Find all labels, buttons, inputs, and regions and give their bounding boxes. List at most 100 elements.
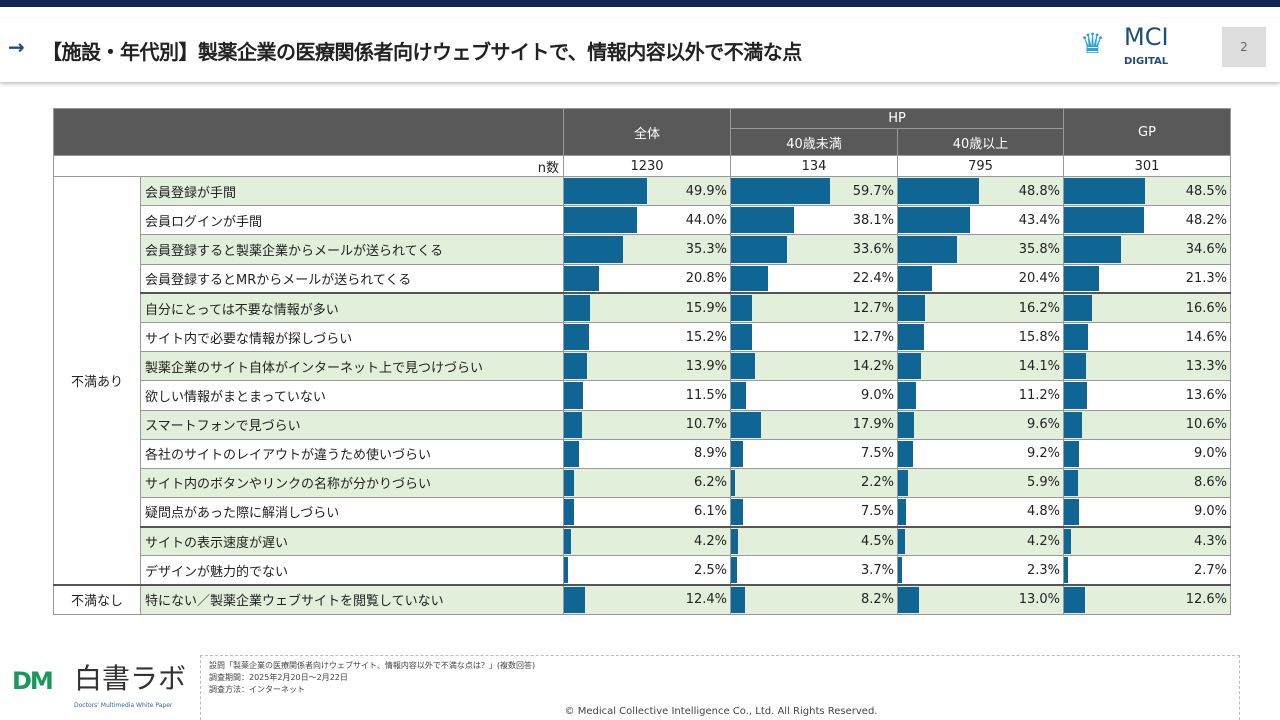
table-row: 会員登録するとMRからメールが送られてくる 20.8% 22.4% 20.4% 21.3… bbox=[54, 263, 1231, 294]
value-cell: 17.9% bbox=[730, 409, 898, 440]
survey-notes: 設問「製薬企業の医療関係者向けウェブサイト、情報内容以外で不満な点は？」(複数回… bbox=[200, 655, 1240, 720]
value-bar bbox=[731, 265, 769, 292]
col-hp: HP bbox=[730, 108, 1064, 129]
value-bar bbox=[564, 265, 599, 292]
value-bar bbox=[564, 382, 584, 409]
value-cell: 2.2% bbox=[730, 467, 898, 499]
value-bar bbox=[898, 236, 958, 263]
col-hp-40plus: 40歳以上 bbox=[897, 128, 1064, 156]
value-cell: 33.6% bbox=[730, 234, 898, 265]
value-label: 22.4% bbox=[852, 270, 894, 286]
value-label: 9.0% bbox=[1193, 504, 1227, 520]
item-label: 各社のサイトのレイアウトが違うため使いづらい bbox=[140, 438, 564, 469]
value-label: 4.2% bbox=[1026, 534, 1060, 550]
value-cell: 9.2% bbox=[897, 438, 1064, 469]
value-bar bbox=[564, 587, 585, 613]
value-bar bbox=[731, 528, 739, 555]
arrow-right-icon: → bbox=[8, 35, 25, 59]
note-question: 設問「製薬企業の医療関係者向けウェブサイト、情報内容以外で不満な点は？」(複数回… bbox=[209, 661, 536, 670]
value-bar bbox=[1064, 207, 1144, 234]
value-cell: 16.6% bbox=[1063, 292, 1231, 323]
value-label: 43.4% bbox=[1018, 212, 1060, 228]
value-bar bbox=[1064, 178, 1145, 205]
value-cell: 14.1% bbox=[897, 351, 1064, 382]
value-bar bbox=[1064, 469, 1079, 497]
value-bar bbox=[1064, 382, 1087, 409]
value-label: 33.6% bbox=[852, 241, 894, 257]
table-row: 疑問点があった際に解消しづらい 6.1% 7.5% 4.8% 9.0% bbox=[54, 497, 1231, 528]
value-cell: 6.1% bbox=[563, 497, 731, 528]
item-label: 自分にとっては不要な情報が多い bbox=[140, 292, 564, 323]
table-row: 会員登録すると製薬企業からメールが送られてくる 35.3% 33.6% 35.8% 34… bbox=[54, 234, 1231, 265]
value-cell: 14.2% bbox=[730, 351, 898, 382]
value-bar bbox=[1064, 353, 1087, 380]
value-bar bbox=[564, 353, 588, 380]
note-method: 調査方法：インターネット bbox=[209, 685, 305, 694]
value-cell: 9.6% bbox=[897, 409, 1064, 440]
col-all: 全体 bbox=[563, 108, 731, 156]
value-bar bbox=[564, 178, 647, 205]
value-cell: 38.1% bbox=[730, 205, 898, 236]
value-label: 12.4% bbox=[685, 592, 727, 608]
value-cell: 48.8% bbox=[897, 175, 1064, 207]
value-label: 14.1% bbox=[1018, 358, 1060, 374]
value-label: 13.0% bbox=[1018, 592, 1060, 608]
value-cell: 7.5% bbox=[730, 438, 898, 469]
value-bar bbox=[731, 236, 787, 263]
item-label: 製薬企業のサイト自体がインターネット上で見つけづらい bbox=[140, 351, 564, 382]
item-label: サイトの表示速度が遅い bbox=[140, 525, 564, 557]
value-label: 2.3% bbox=[1026, 562, 1060, 578]
value-cell: 3.7% bbox=[730, 555, 898, 586]
value-label: 21.3% bbox=[1185, 270, 1227, 286]
value-bar bbox=[898, 353, 922, 380]
value-bar bbox=[564, 207, 638, 234]
value-cell: 59.7% bbox=[730, 175, 898, 207]
value-bar bbox=[898, 499, 906, 525]
note-period: 調査期間：2025年2月20日～2月22日 bbox=[209, 673, 348, 682]
n-value: 301 bbox=[1063, 155, 1231, 177]
value-cell: 8.9% bbox=[563, 438, 731, 469]
value-cell: 11.5% bbox=[563, 380, 731, 411]
value-label: 2.2% bbox=[860, 475, 894, 491]
n-label: n数 bbox=[53, 155, 564, 177]
table-row: サイトの表示速度が遅い 4.2% 4.5% 4.2% 4.3% bbox=[54, 525, 1231, 557]
page-title: 【施設・年代別】製薬企業の医療関係者向けウェブサイトで、情報内容以外で不満な点 bbox=[42, 40, 802, 64]
value-label: 35.3% bbox=[685, 241, 727, 257]
value-cell: 20.8% bbox=[563, 263, 731, 294]
value-bar bbox=[898, 411, 914, 438]
value-bar bbox=[1064, 440, 1079, 467]
value-cell: 22.4% bbox=[730, 263, 898, 294]
value-bar bbox=[564, 440, 579, 467]
value-label: 13.3% bbox=[1185, 358, 1227, 374]
value-bar bbox=[731, 382, 746, 409]
value-cell: 4.8% bbox=[897, 497, 1064, 528]
value-label: 9.2% bbox=[1026, 446, 1060, 462]
value-label: 3.7% bbox=[860, 562, 894, 578]
value-cell: 49.9% bbox=[563, 175, 731, 207]
value-bar bbox=[564, 411, 582, 438]
logo-subtext: DIGITAL bbox=[1124, 56, 1169, 67]
logo-text: MCI bbox=[1124, 23, 1169, 51]
value-label: 7.5% bbox=[860, 446, 894, 462]
value-bar bbox=[731, 323, 753, 351]
value-bar bbox=[1064, 236, 1122, 263]
item-label: スマートフォンで見づらい bbox=[140, 409, 564, 440]
value-label: 35.8% bbox=[1018, 241, 1060, 257]
value-label: 13.9% bbox=[685, 358, 727, 374]
value-bar bbox=[731, 353, 755, 380]
table-row: 自分にとっては不要な情報が多い 15.9% 12.7% 16.2% 16.6% bbox=[54, 292, 1231, 323]
value-bar bbox=[898, 265, 932, 292]
value-label: 16.6% bbox=[1185, 300, 1227, 316]
value-cell: 11.2% bbox=[897, 380, 1064, 411]
top-bar bbox=[0, 0, 1280, 7]
value-bar bbox=[1064, 587, 1085, 613]
value-cell: 14.6% bbox=[1063, 321, 1231, 353]
value-cell: 12.7% bbox=[730, 292, 898, 323]
crown-icon: ♛ bbox=[1080, 27, 1106, 60]
item-label: 欲しい情報がまとまっていない bbox=[140, 380, 564, 411]
value-cell: 15.2% bbox=[563, 321, 731, 353]
value-bar bbox=[1064, 265, 1100, 292]
value-bar bbox=[731, 469, 735, 497]
value-cell: 4.2% bbox=[897, 525, 1064, 557]
value-label: 10.7% bbox=[685, 417, 727, 433]
